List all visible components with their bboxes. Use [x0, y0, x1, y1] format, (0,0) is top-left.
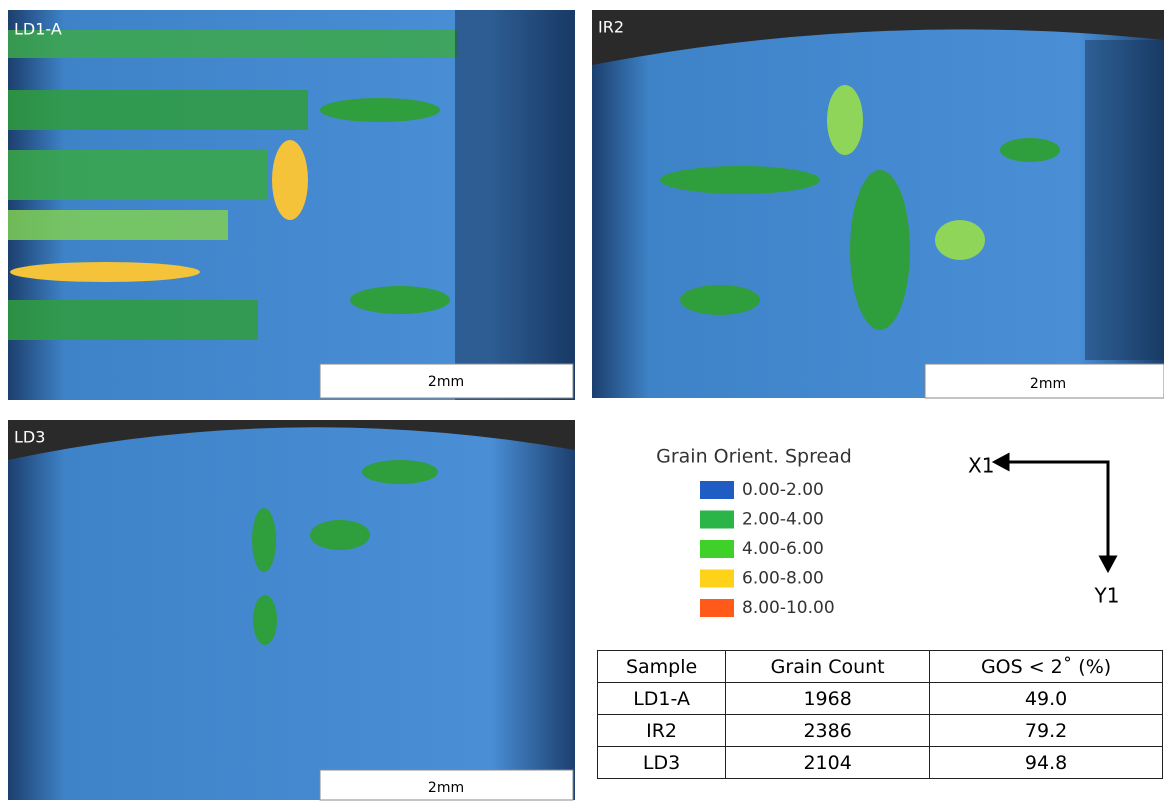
table-cell: 49.0 — [930, 683, 1163, 715]
legend-label: 4.00-6.00 — [742, 539, 824, 559]
axis-label: X1 — [968, 454, 994, 478]
panel-label: LD3 — [14, 428, 45, 447]
panel-label: LD1-A — [14, 20, 62, 39]
table-cell: Grain Count — [726, 651, 930, 683]
axis-label: Y1 — [1094, 584, 1120, 608]
legend-title: Grain Orient. Spread — [656, 446, 852, 468]
legend-label: 6.00-8.00 — [742, 569, 824, 589]
legend-swatch — [700, 540, 734, 558]
legend-label: 8.00-10.00 — [742, 598, 835, 618]
table-cell: IR2 — [598, 715, 726, 747]
panel-ld3: 2mm LD3 — [8, 420, 575, 800]
legend-label: 0.00-2.00 — [742, 480, 824, 500]
scale-label: 2mm — [1030, 376, 1066, 392]
scale-label: 2mm — [428, 374, 464, 390]
table-cell: LD1-A — [598, 683, 726, 715]
table-cell: 79.2 — [930, 715, 1163, 747]
legend-swatch — [700, 511, 734, 529]
panel-ir2: 2mm IR2 — [592, 10, 1164, 398]
panel-label: IR2 — [598, 18, 624, 37]
legend-label: 2.00-4.00 — [742, 510, 824, 530]
figure: 2mm LD1-A 2mm IR2 2mm LD3 Grain Orient. … — [0, 0, 1164, 801]
table-cell: 94.8 — [930, 747, 1163, 779]
legend-swatch — [700, 599, 734, 617]
table-cell: 2104 — [726, 747, 930, 779]
table-cell: GOS < 2˚ (%) — [930, 651, 1163, 683]
panel-ld1a: 2mm LD1-A — [8, 10, 575, 400]
scale-label: 2mm — [428, 780, 464, 796]
table-cell: 1968 — [726, 683, 930, 715]
table-cell: 2386 — [726, 715, 930, 747]
legend: Grain Orient. Spread 0.00-2.00 2.00-4.00 4… — [656, 446, 852, 619]
table-cell: Sample — [598, 651, 726, 683]
legend-swatch — [700, 481, 734, 499]
table-cell: LD3 — [598, 747, 726, 779]
axis-arrows — [995, 455, 1115, 570]
legend-swatch — [700, 570, 734, 588]
